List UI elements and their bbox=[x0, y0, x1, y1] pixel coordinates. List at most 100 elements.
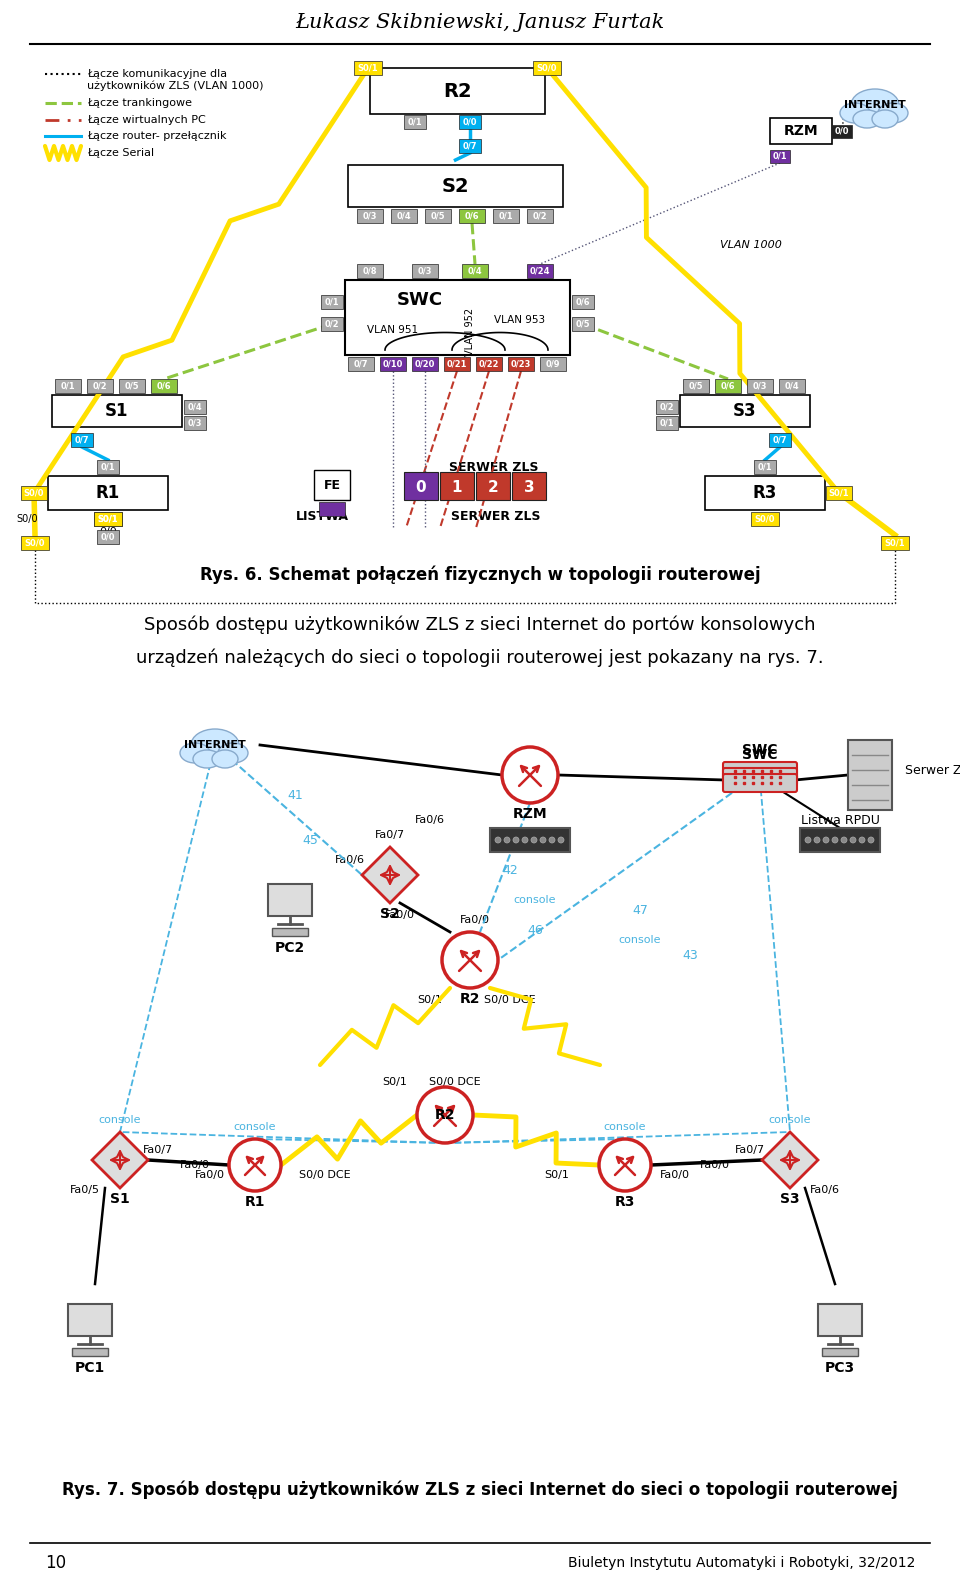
Text: Listwa RPDU: Listwa RPDU bbox=[801, 814, 879, 826]
Text: 0/24: 0/24 bbox=[530, 266, 550, 275]
Ellipse shape bbox=[180, 742, 210, 763]
Text: 0/4: 0/4 bbox=[396, 212, 411, 220]
Text: 42: 42 bbox=[502, 863, 517, 877]
Bar bbox=[321, 294, 343, 309]
Bar bbox=[527, 264, 553, 279]
Bar bbox=[444, 358, 470, 370]
Bar bbox=[94, 511, 122, 526]
Text: console: console bbox=[514, 894, 556, 905]
Text: console: console bbox=[769, 1114, 811, 1126]
Text: S0/1: S0/1 bbox=[885, 538, 905, 548]
Text: Fa0/0: Fa0/0 bbox=[195, 1170, 225, 1179]
Bar bbox=[508, 358, 534, 370]
Bar bbox=[48, 476, 168, 510]
Bar bbox=[348, 165, 563, 207]
Bar bbox=[357, 209, 383, 223]
Circle shape bbox=[868, 837, 874, 844]
FancyBboxPatch shape bbox=[723, 768, 797, 787]
Text: 0/5: 0/5 bbox=[688, 382, 704, 391]
Bar bbox=[770, 119, 832, 144]
Text: 0/0: 0/0 bbox=[99, 527, 117, 537]
Bar bbox=[87, 378, 113, 393]
Text: 0/3: 0/3 bbox=[418, 266, 432, 275]
Ellipse shape bbox=[872, 109, 898, 128]
Text: 0/1: 0/1 bbox=[498, 212, 514, 220]
Text: 0/0: 0/0 bbox=[463, 117, 477, 127]
Text: 0/0: 0/0 bbox=[835, 127, 850, 136]
Text: Rys. 7. Sposób dostępu użytkowników ZLS z sieci Internet do sieci o topologii ro: Rys. 7. Sposób dostępu użytkowników ZLS … bbox=[62, 1480, 898, 1499]
Bar bbox=[321, 317, 343, 331]
Text: Łącze router- przełącznik: Łącze router- przełącznik bbox=[87, 131, 227, 141]
Text: 0/4: 0/4 bbox=[784, 382, 800, 391]
Text: Sposób dostępu użytkowników ZLS z sieci Internet do portów konsolowych: Sposób dostępu użytkowników ZLS z sieci … bbox=[144, 616, 816, 635]
Text: console: console bbox=[99, 1114, 141, 1126]
Bar bbox=[533, 62, 561, 74]
Bar bbox=[380, 358, 406, 370]
Text: 0/3: 0/3 bbox=[188, 418, 203, 427]
Text: Łącze Serial: Łącze Serial bbox=[87, 147, 155, 158]
Bar bbox=[94, 511, 122, 526]
Bar bbox=[493, 209, 519, 223]
Text: R3: R3 bbox=[753, 484, 778, 502]
Bar bbox=[680, 396, 810, 427]
Bar bbox=[391, 209, 417, 223]
Text: S3: S3 bbox=[733, 402, 756, 419]
Text: 0/1: 0/1 bbox=[773, 152, 787, 160]
Text: R2: R2 bbox=[460, 993, 480, 1007]
Bar bbox=[572, 317, 594, 331]
Circle shape bbox=[417, 1088, 473, 1143]
Text: 0/22: 0/22 bbox=[479, 359, 499, 369]
Text: LISTWA: LISTWA bbox=[296, 510, 348, 522]
Text: Fa0/0: Fa0/0 bbox=[460, 915, 490, 924]
Circle shape bbox=[229, 1140, 281, 1190]
Text: 0/4: 0/4 bbox=[468, 266, 482, 275]
Text: 0/7: 0/7 bbox=[773, 435, 787, 445]
Text: 0: 0 bbox=[328, 503, 336, 514]
Bar bbox=[268, 883, 312, 917]
Ellipse shape bbox=[212, 750, 238, 768]
Text: 0/2: 0/2 bbox=[660, 402, 674, 412]
Text: urządzeń należących do sieci o topologii routerowej jest pokazany na rys. 7.: urządzeń należących do sieci o topologii… bbox=[136, 649, 824, 668]
Text: Fa0/6: Fa0/6 bbox=[335, 855, 365, 864]
Text: 0/4: 0/4 bbox=[188, 402, 203, 412]
Text: Fa0/6: Fa0/6 bbox=[415, 815, 445, 825]
Circle shape bbox=[599, 1140, 651, 1190]
Bar bbox=[826, 486, 852, 500]
Text: S0/0: S0/0 bbox=[25, 538, 45, 548]
Circle shape bbox=[549, 837, 555, 844]
Bar bbox=[21, 537, 49, 549]
Text: 46: 46 bbox=[527, 923, 542, 937]
Text: VLAN 951: VLAN 951 bbox=[368, 325, 419, 336]
FancyBboxPatch shape bbox=[723, 774, 797, 792]
Text: 0/20: 0/20 bbox=[415, 359, 435, 369]
Text: Łącze trankingowe: Łącze trankingowe bbox=[87, 98, 192, 108]
Text: R2: R2 bbox=[444, 81, 471, 100]
Bar bbox=[97, 461, 119, 473]
Text: 10: 10 bbox=[45, 1555, 66, 1572]
Text: S0/1: S0/1 bbox=[98, 514, 118, 524]
Bar bbox=[754, 461, 776, 473]
Bar bbox=[357, 264, 383, 279]
Bar bbox=[656, 400, 678, 415]
Text: 0/3: 0/3 bbox=[753, 382, 767, 391]
Bar bbox=[55, 378, 81, 393]
Text: 0/6: 0/6 bbox=[465, 212, 479, 220]
Text: PC1: PC1 bbox=[75, 1361, 106, 1376]
Text: 47: 47 bbox=[632, 904, 648, 917]
Circle shape bbox=[832, 837, 838, 844]
Text: S2: S2 bbox=[442, 176, 469, 195]
Circle shape bbox=[504, 837, 510, 844]
Ellipse shape bbox=[853, 109, 881, 128]
Bar bbox=[119, 378, 145, 393]
Bar bbox=[68, 1304, 112, 1336]
Polygon shape bbox=[362, 847, 418, 902]
Text: 0/2: 0/2 bbox=[533, 212, 547, 220]
Text: Łukasz Skibniewski, Janusz Furtak: Łukasz Skibniewski, Janusz Furtak bbox=[296, 13, 664, 32]
Text: Fa0/5: Fa0/5 bbox=[70, 1186, 100, 1195]
Circle shape bbox=[495, 837, 501, 844]
Text: SWC: SWC bbox=[742, 742, 778, 757]
Bar bbox=[490, 828, 570, 852]
Bar bbox=[705, 476, 825, 510]
Bar bbox=[52, 396, 182, 427]
Bar bbox=[412, 358, 438, 370]
